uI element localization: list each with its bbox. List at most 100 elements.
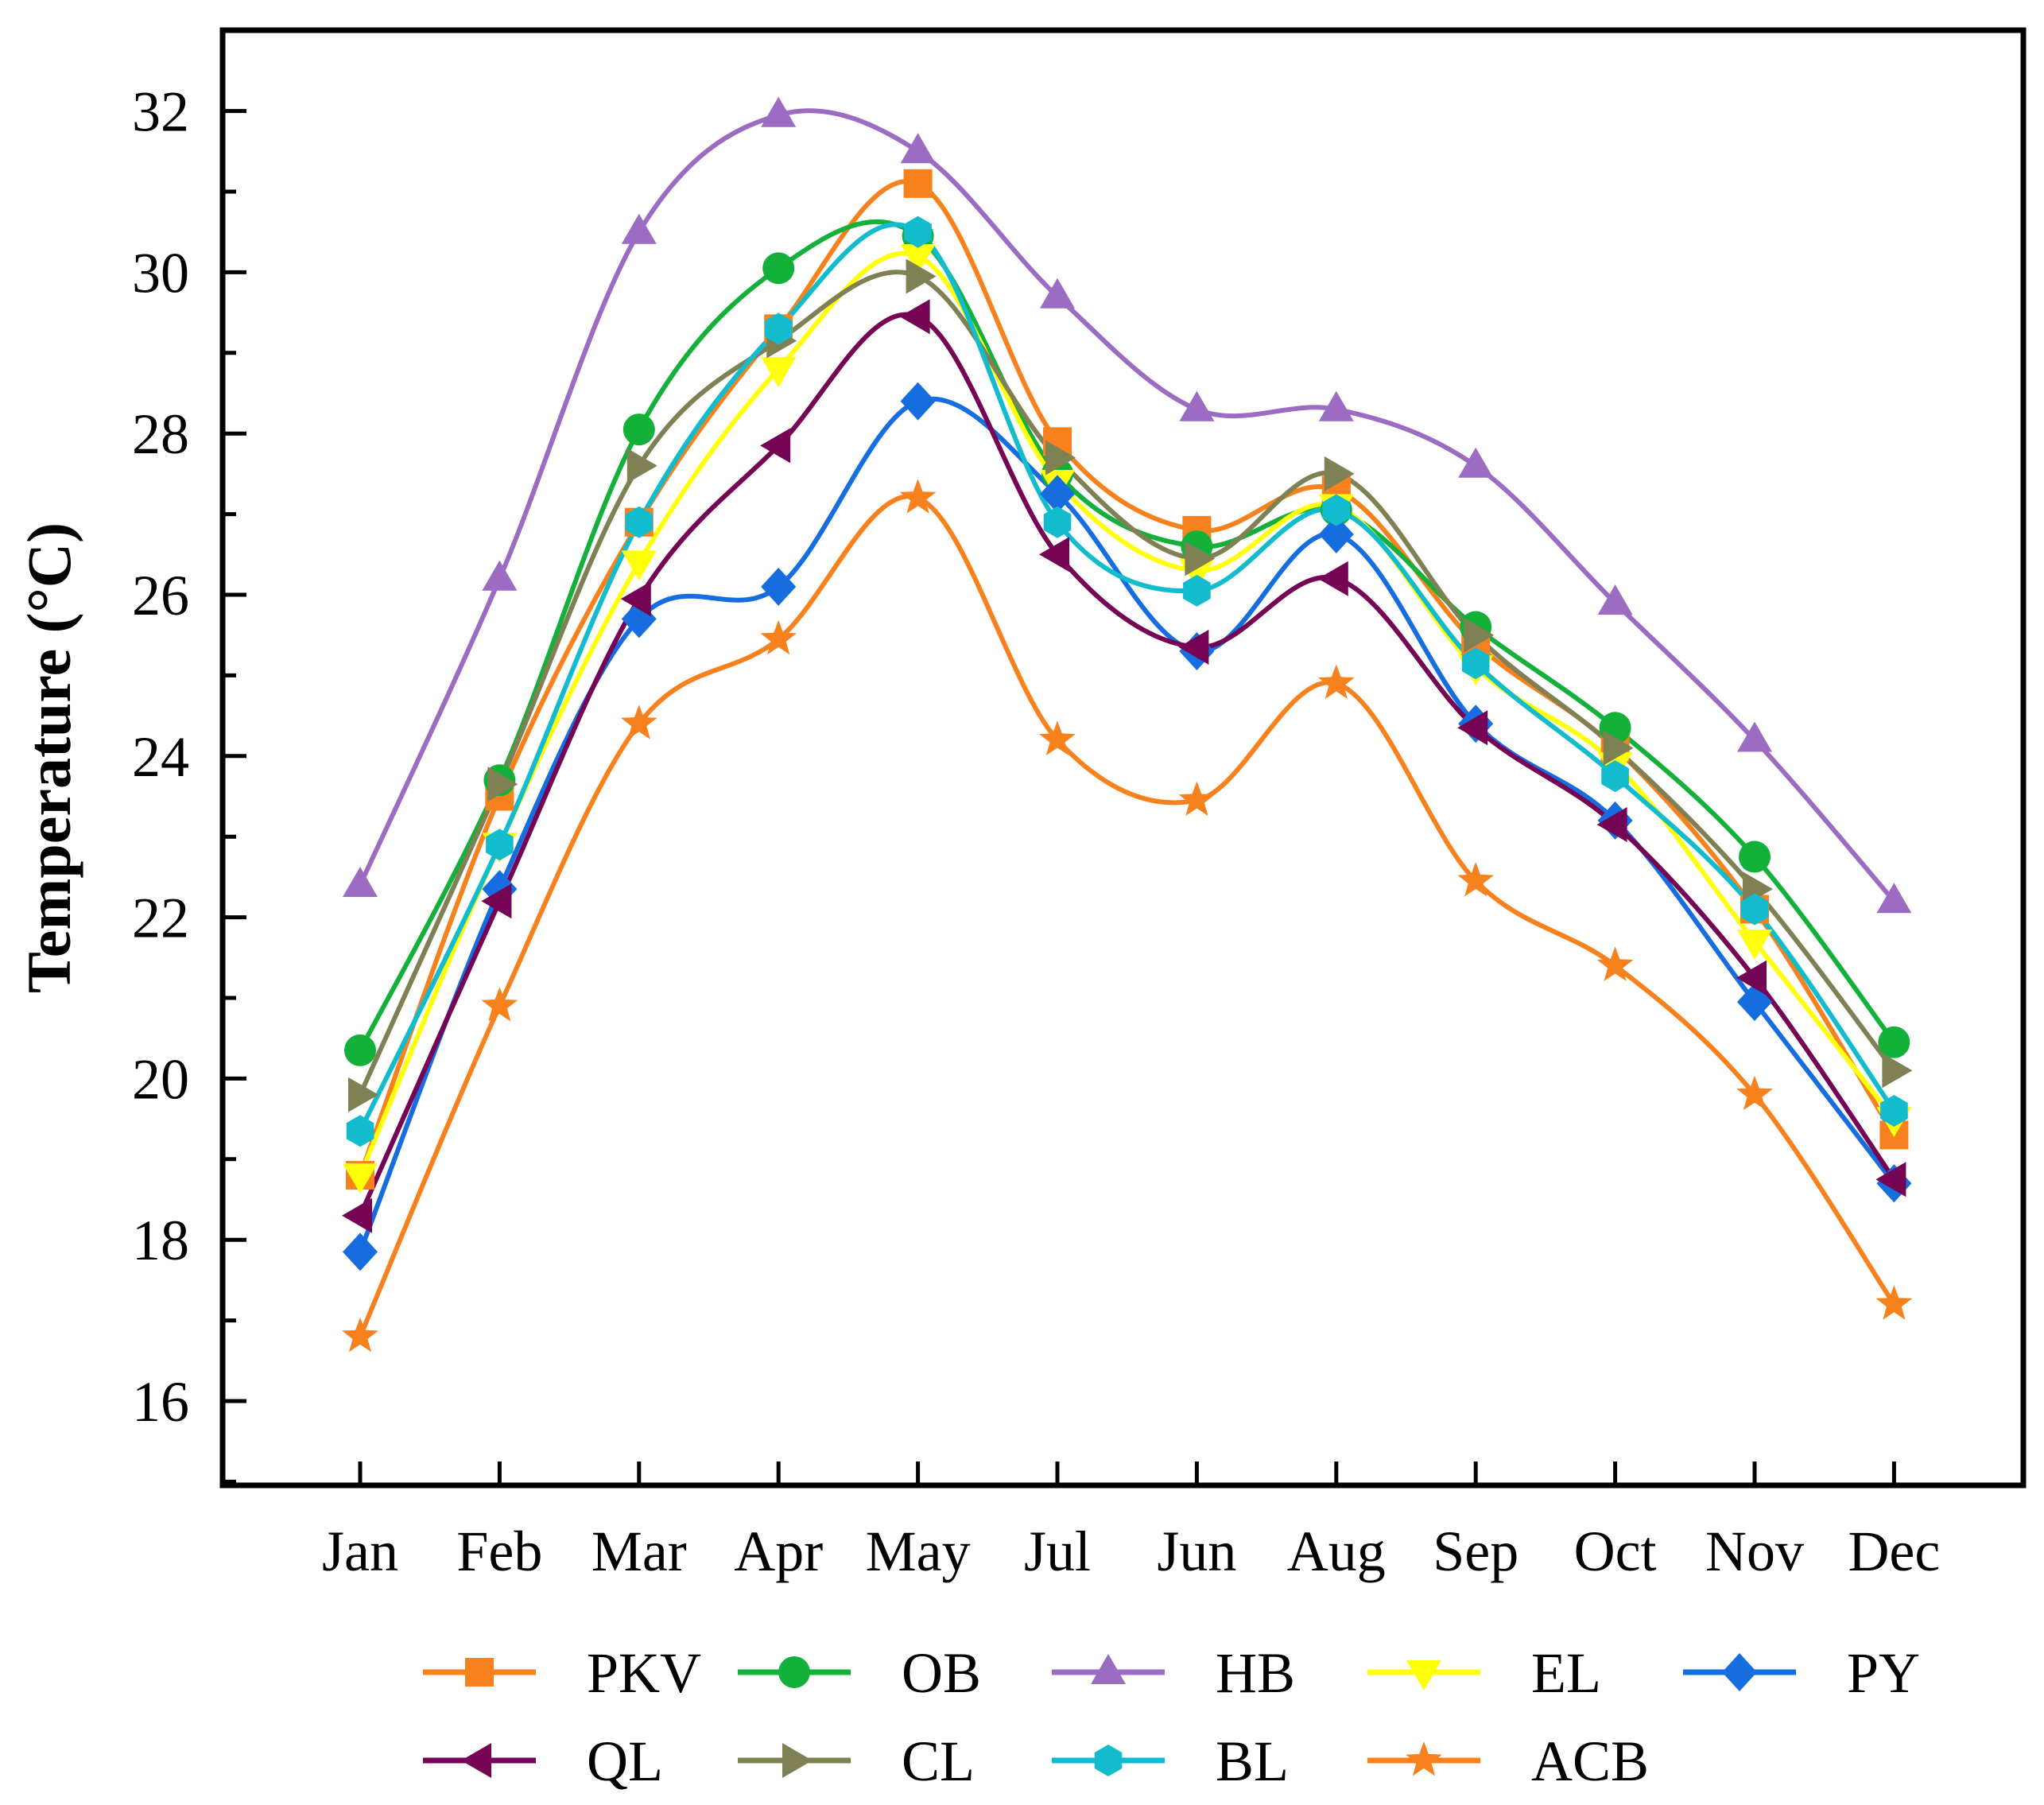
data-point-bl — [1601, 760, 1629, 793]
data-point-ql — [1736, 960, 1767, 996]
data-point-ql — [481, 883, 512, 919]
data-point-acb — [1039, 720, 1076, 755]
data-point-ob — [623, 413, 655, 446]
data-point-bl — [1043, 506, 1072, 538]
data-point-hb — [621, 213, 657, 244]
legend-label: EL — [1531, 1641, 1601, 1705]
data-point-bl — [1740, 893, 1769, 926]
data-point-ql — [899, 299, 930, 335]
legend-label: ACB — [1531, 1729, 1649, 1793]
y-axis: 16 18 20 22 24 26 28 30 32 — [132, 28, 246, 1484]
x-tick-label: Apr — [734, 1520, 823, 1583]
data-point-cl — [906, 258, 937, 294]
data-point-cl — [1464, 617, 1495, 653]
data-point-hb — [343, 867, 378, 897]
y-tick-label: 26 — [132, 564, 189, 627]
x-tick-label: Aug — [1287, 1520, 1386, 1583]
x-tick-label: Nov — [1705, 1520, 1804, 1583]
data-point-ql — [760, 428, 791, 464]
legend-swatch-marker — [1406, 1741, 1442, 1776]
legend-swatch-marker — [782, 1743, 813, 1778]
data-point-hb — [1179, 390, 1215, 421]
data-point-ql — [1039, 537, 1069, 573]
data-point-bl — [904, 215, 932, 248]
data-point-cl — [1882, 1053, 1913, 1089]
data-point-cl — [626, 448, 657, 483]
data-point-hb — [761, 96, 797, 127]
data-point-acb — [1178, 781, 1216, 816]
data-point-el — [343, 1163, 378, 1194]
data-point-hb — [1597, 584, 1633, 615]
data-point-el — [1737, 930, 1772, 960]
data-point-py — [343, 1232, 378, 1271]
legend-swatch-marker — [1722, 1653, 1757, 1691]
legend-swatch-marker — [1406, 1660, 1441, 1690]
series-line-cl — [358, 270, 1897, 1097]
legend-swatch-marker — [1091, 1654, 1126, 1684]
x-tick-label: Jul — [1024, 1520, 1091, 1583]
legend-item-acb: ACB — [1367, 1729, 1649, 1793]
y-tick-label: 16 — [132, 1370, 189, 1434]
data-point-py — [1318, 515, 1354, 553]
y-tick-label: 18 — [132, 1209, 189, 1272]
legend-label: QL — [587, 1729, 663, 1793]
x-tick-label: Dec — [1848, 1520, 1940, 1583]
legend-label: BL — [1216, 1729, 1289, 1793]
plot-frame — [219, 27, 2027, 1489]
x-tick-label: Sep — [1433, 1520, 1518, 1583]
data-point-ob — [1878, 1026, 1910, 1058]
legend-item-cl: CL — [738, 1729, 975, 1793]
series-line-ob — [358, 219, 1897, 1053]
data-point-acb — [1736, 1075, 1773, 1111]
data-point-ob — [1739, 840, 1771, 873]
data-point-bl — [1461, 647, 1490, 680]
legend: PKV OB HB EL PY QL CL BL ACB — [423, 1641, 1920, 1793]
x-tick-label: Feb — [456, 1520, 542, 1583]
data-point-el — [621, 550, 657, 581]
data-point-ql — [620, 581, 651, 617]
legend-swatch-marker — [778, 1656, 810, 1688]
data-point-hb — [1040, 278, 1075, 309]
data-point-ql — [1317, 561, 1348, 596]
series-lines — [358, 108, 1897, 1339]
y-tick-label: 28 — [132, 402, 189, 466]
data-point-hb — [1737, 721, 1772, 752]
data-point-acb — [899, 479, 937, 514]
data-point-bl — [486, 829, 514, 861]
data-point-pkv — [903, 169, 933, 198]
legend-swatch-marker — [1094, 1745, 1123, 1776]
data-point-py — [761, 567, 797, 606]
data-point-hb — [900, 133, 936, 164]
y-axis-title: Temperature (°C) — [14, 522, 83, 993]
legend-item-ob: OB — [738, 1641, 981, 1705]
data-point-ql — [342, 1198, 372, 1233]
x-tick-label: Jun — [1157, 1520, 1236, 1583]
x-tick-label: May — [866, 1520, 971, 1583]
data-point-cl — [1185, 541, 1216, 576]
legend-label: HB — [1216, 1641, 1295, 1705]
y-tick-label: 32 — [132, 80, 189, 144]
x-tick-label: Oct — [1574, 1520, 1657, 1583]
data-point-acb — [1457, 862, 1494, 897]
data-point-cl — [1045, 440, 1076, 476]
y-tick-label: 24 — [132, 725, 189, 789]
data-point-ql — [1875, 1162, 1906, 1198]
data-point-acb — [1875, 1285, 1913, 1320]
data-point-ob — [344, 1034, 376, 1066]
series-line-pkv — [358, 179, 1897, 1178]
data-point-ql — [1178, 629, 1209, 665]
data-point-cl — [487, 767, 518, 802]
legend-label: PY — [1847, 1641, 1920, 1705]
data-point-acb — [760, 619, 797, 655]
data-point-cl — [1603, 730, 1634, 766]
series-line-ql — [358, 312, 1897, 1218]
y-tick-label: 30 — [132, 241, 189, 305]
data-point-acb — [342, 1317, 378, 1353]
data-point-py — [900, 382, 936, 421]
legend-item-pkv: PKV — [423, 1641, 701, 1705]
data-point-bl — [764, 312, 793, 345]
legend-swatch-marker — [465, 1658, 494, 1687]
data-point-hb — [482, 560, 518, 591]
